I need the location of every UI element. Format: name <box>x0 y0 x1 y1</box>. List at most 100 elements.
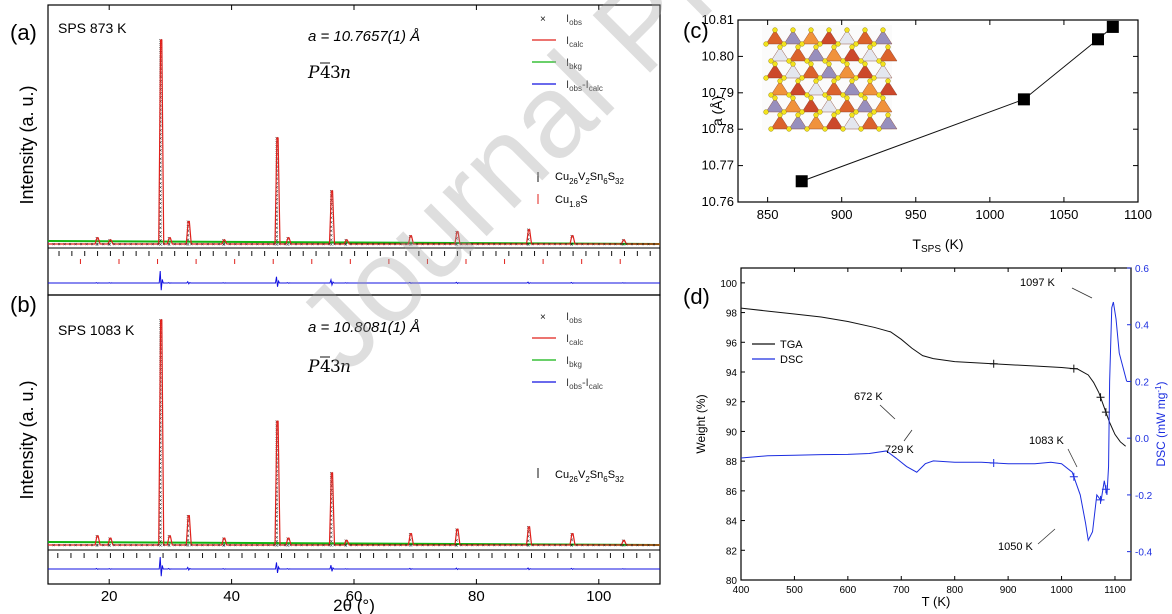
calc-curve <box>48 319 660 546</box>
obs-marker: × <box>592 242 595 248</box>
obs-marker: × <box>493 543 496 549</box>
sulfur-atom <box>790 95 796 101</box>
obs-marker: × <box>159 441 163 447</box>
obs-marker: × <box>317 543 320 549</box>
obs-marker: × <box>344 238 348 244</box>
c-x-tick-label: 950 <box>905 207 927 222</box>
obs-marker: × <box>159 104 163 110</box>
obs-marker: × <box>355 242 358 248</box>
xrd-peak: ×× <box>222 238 226 248</box>
obs-marker: × <box>228 543 231 549</box>
obs-marker: × <box>159 226 163 232</box>
panel-label-d: (d) <box>683 284 710 309</box>
panel-d-data <box>740 301 1128 542</box>
obs-marker: × <box>427 543 430 549</box>
obs-marker: × <box>167 544 171 550</box>
obs-marker: × <box>333 543 336 549</box>
obs-marker: × <box>223 543 226 549</box>
sulfur-atom <box>763 109 769 115</box>
obs-marker: × <box>239 242 242 248</box>
obs-marker: × <box>275 218 279 224</box>
obs-marker: × <box>275 535 279 541</box>
panel-label-c: (c) <box>683 18 709 43</box>
xrd-x-tick-label: 60 <box>346 588 363 605</box>
legend-label: Iobs-Icalc <box>566 377 603 391</box>
obs-marker: × <box>377 543 380 549</box>
d-y-tick-label: 86 <box>726 487 738 498</box>
polyhedron <box>873 63 893 79</box>
sulfur-atom <box>786 58 792 64</box>
d-y-tick-label: 80 <box>726 576 738 587</box>
obs-marker: × <box>275 214 279 220</box>
obs-marker: × <box>159 173 163 179</box>
obs-marker: × <box>159 421 163 427</box>
obs-marker: × <box>454 242 457 248</box>
xrd-x-axis: 20 40 60 80 100 <box>101 5 611 605</box>
obs-marker: × <box>159 400 163 406</box>
obs-marker: × <box>195 543 198 549</box>
panel-label-b: (b) <box>10 292 37 317</box>
obs-marker: × <box>275 206 279 212</box>
obs-marker: × <box>275 234 279 240</box>
d-x-tick-label: 700 <box>893 585 910 596</box>
sulfur-atom <box>840 92 846 98</box>
obs-marker: × <box>329 522 333 528</box>
d-y-tick-label: 88 <box>726 457 738 468</box>
obs-marker: × <box>159 503 163 509</box>
sulfur-atom <box>880 95 886 101</box>
svg-text:4: 4 <box>320 63 331 83</box>
bragg-ticks <box>58 251 651 256</box>
obs-marker: × <box>159 409 163 415</box>
obs-marker: × <box>405 543 408 549</box>
obs-marker: × <box>305 242 308 248</box>
obs-marker: × <box>261 543 264 549</box>
d-annotation: 1050 K <box>998 541 1034 553</box>
obs-marker: × <box>275 453 279 459</box>
obs-marker: × <box>167 243 171 249</box>
c-data-point <box>1092 33 1104 46</box>
obs-marker: × <box>405 242 408 248</box>
obs-marker: × <box>344 242 347 248</box>
obs-marker: × <box>272 543 275 549</box>
polyhedron <box>801 29 821 45</box>
obs-marker: × <box>159 108 163 114</box>
obs-marker: × <box>366 543 369 549</box>
obs-marker: × <box>179 242 182 248</box>
obs-marker: × <box>410 543 413 549</box>
obs-marker: × <box>322 242 325 248</box>
obs-marker: × <box>432 543 435 549</box>
crystal-structure-image <box>763 27 898 132</box>
obs-marker: × <box>636 543 639 549</box>
obs-marker: × <box>527 530 531 536</box>
obs-marker: × <box>300 242 303 248</box>
sulfur-atom <box>858 58 864 64</box>
phase-label-a1: Cu26V2Sn6S32 <box>537 171 624 186</box>
obs-marker: × <box>159 116 163 122</box>
xrd-b-plot: ××××××××××××××××××××××××××××××××××××××××… <box>47 319 661 577</box>
d-series-dsc <box>740 301 1128 542</box>
panel-c-data <box>795 20 1119 188</box>
obs-marker: × <box>614 242 617 248</box>
obs-marker: × <box>305 543 308 549</box>
polyhedron <box>824 114 844 130</box>
obs-marker: × <box>275 165 279 171</box>
d-annotation: 729 K <box>885 444 914 456</box>
obs-marker: × <box>159 185 163 191</box>
obs-marker: × <box>159 206 163 212</box>
obs-marker: × <box>159 544 163 550</box>
obs-marker: × <box>159 425 163 431</box>
obs-marker: × <box>186 229 190 235</box>
obs-marker: × <box>455 533 459 539</box>
polyhedron <box>783 29 803 45</box>
obs-marker: × <box>159 181 163 187</box>
d-x-tick-label: 1100 <box>1104 585 1126 596</box>
obs-marker: × <box>159 388 163 394</box>
lattice-vs-temperature-panel: (c) 850 900 950 1000 1050 1100 10.76 10.77 10.78… <box>683 12 1152 255</box>
obs-marker: × <box>173 543 176 549</box>
obs-marker: × <box>58 242 61 248</box>
obs-marker: × <box>286 544 290 550</box>
sulfur-atom <box>763 75 769 81</box>
obs-marker: × <box>159 470 163 476</box>
d-x-tick-label: 1000 <box>1050 585 1073 596</box>
obs-marker: × <box>239 543 242 549</box>
